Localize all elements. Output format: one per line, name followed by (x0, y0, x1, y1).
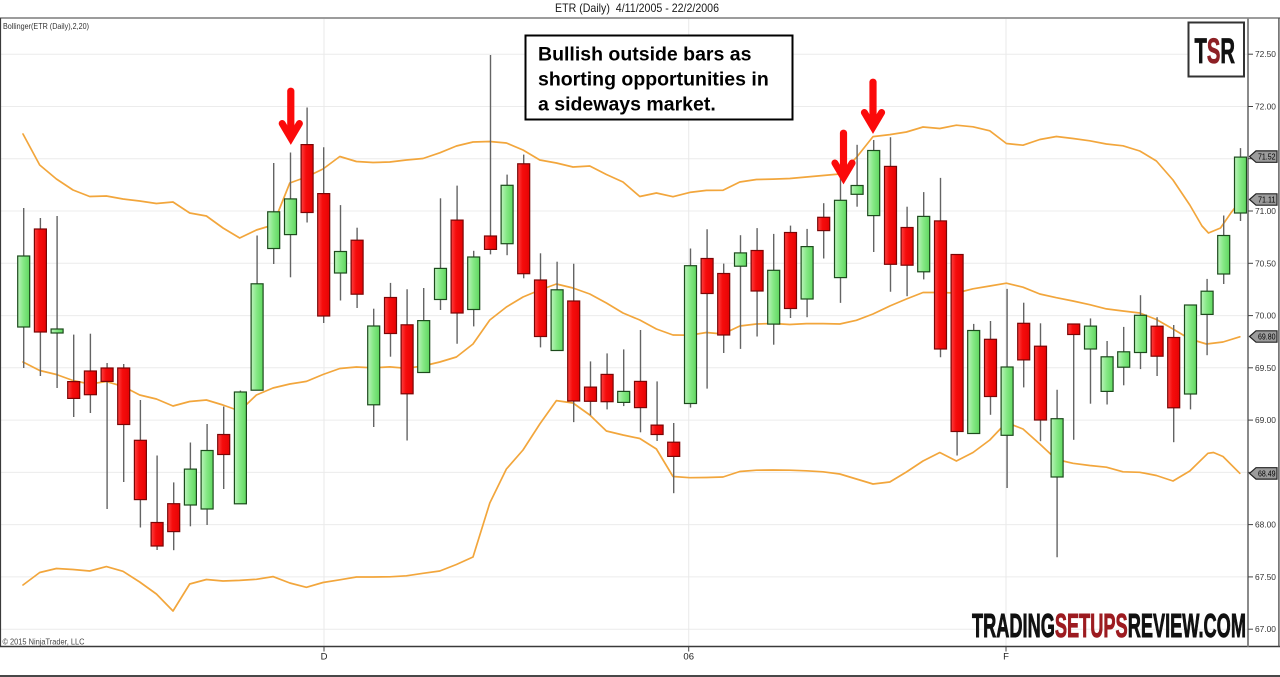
svg-text:ETR (Daily) 4/11/2005 - 22/2/: ETR (Daily) 4/11/2005 - 22/2/2006 (555, 1, 719, 15)
svg-text:Bullish outside bars as: Bullish outside bars as (538, 44, 752, 66)
svg-text:71.00: 71.00 (1255, 206, 1276, 216)
svg-text:F: F (1003, 652, 1009, 663)
svg-text:68.00: 68.00 (1255, 520, 1276, 530)
svg-text:69.00: 69.00 (1255, 415, 1276, 425)
svg-text:a sideways market.: a sideways market. (538, 94, 716, 116)
svg-text:shorting opportunities in: shorting opportunities in (538, 69, 769, 91)
svg-text:06: 06 (683, 652, 694, 663)
svg-text:Bollinger(ETR (Daily),2,20): Bollinger(ETR (Daily),2,20) (3, 21, 89, 31)
svg-text:70.00: 70.00 (1255, 311, 1276, 321)
svg-text:D: D (321, 652, 328, 663)
svg-text:72.00: 72.00 (1255, 102, 1276, 112)
svg-text:TSR: TSR (1195, 32, 1236, 71)
svg-text:71.52: 71.52 (1258, 152, 1276, 162)
svg-text:© 2015 NinjaTrader, LLC: © 2015 NinjaTrader, LLC (3, 637, 85, 647)
svg-text:69.80: 69.80 (1258, 332, 1276, 342)
svg-text:72.50: 72.50 (1255, 49, 1276, 59)
svg-text:67.00: 67.00 (1255, 624, 1276, 634)
svg-text:68.49: 68.49 (1258, 468, 1276, 478)
svg-text:69.50: 69.50 (1255, 363, 1276, 373)
svg-text:67.50: 67.50 (1255, 572, 1276, 582)
svg-text:TRADINGSETUPSREVIEW.COM: TRADINGSETUPSREVIEW.COM (972, 608, 1246, 645)
svg-text:70.50: 70.50 (1255, 258, 1276, 268)
svg-text:71.11: 71.11 (1258, 195, 1276, 205)
